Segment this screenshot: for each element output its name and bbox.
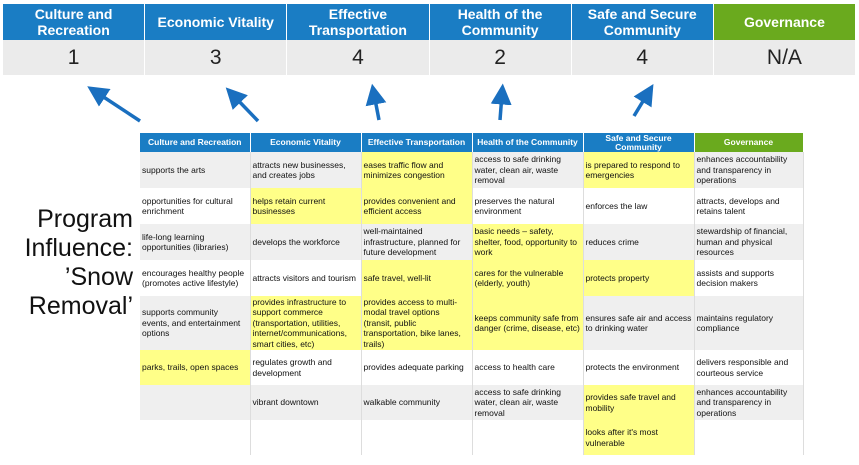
table-cell: reduces crime: [583, 224, 695, 260]
table-cell: helps retain current businesses: [250, 188, 362, 224]
table-cell: looks after it's most vulnerable: [583, 420, 695, 455]
table-row: supports community events, and entertain…: [140, 296, 804, 350]
program-influence-label: Program Influence: ’Snow Removal’: [0, 205, 133, 321]
table-cell: access to health care: [472, 350, 584, 385]
arrow-icon: [632, 84, 654, 117]
table-cell: preserves the natural environment: [472, 188, 584, 224]
table-cell: [140, 420, 251, 455]
arrow-icon: [490, 83, 512, 121]
table-cell: provides safe travel and mobility: [583, 385, 695, 420]
label-line: Removal’: [28, 292, 133, 320]
col-header: Effective Transportation: [361, 133, 473, 152]
table-cell: [361, 420, 473, 455]
summary-header-transportation: Effective Transportation: [287, 4, 430, 40]
summary-value-transportation: 4: [287, 40, 430, 75]
score-summary: Culture and Recreation Economic Vitality…: [3, 4, 856, 75]
table-row: life-long learning opportunities (librar…: [140, 224, 804, 260]
summary-value-economic: 3: [145, 40, 288, 75]
table-cell: provides adequate parking: [361, 350, 473, 385]
table-cell: provides convenient and efficient access: [361, 188, 473, 224]
summary-value-health: 2: [429, 40, 572, 75]
table-cell: assists and supports decision makers: [694, 260, 804, 296]
table-cell: protects property: [583, 260, 695, 296]
table-row: supports the arts attracts new businesses…: [140, 152, 804, 188]
summary-value-governance: N/A: [713, 40, 856, 75]
table-cell: well-maintained infrastructure, planned …: [361, 224, 473, 260]
table-cell: protects the environment: [583, 350, 695, 385]
table-cell: delivers responsible and courteous servi…: [694, 350, 804, 385]
table-cell: enhances accountability and transparency…: [694, 152, 804, 188]
summary-header-governance: Governance: [713, 4, 856, 40]
table-cell: parks, trails, open spaces: [140, 350, 251, 385]
summary-header-safe: Safe and Secure Community: [571, 4, 714, 40]
table-cell: is prepared to respond to emergencies: [583, 152, 695, 188]
table-cell: attracts visitors and tourism: [250, 260, 362, 296]
summary-header-health: Health of the Community: [429, 4, 572, 40]
table-row: opportunities for cultural enrichment hel…: [140, 188, 804, 224]
table-cell: ensures safe air and access to drinking …: [583, 296, 695, 350]
table-cell: basic needs – safety, shelter, food, opp…: [472, 224, 584, 260]
table-cell: attracts, develops and retains talent: [694, 188, 804, 224]
table-row: encourages healthy people (promotes acti…: [140, 260, 804, 296]
table-cell: develops the workforce: [250, 224, 362, 260]
table-cell: provides infrastructure to support comme…: [250, 296, 362, 350]
table-cell: [694, 420, 804, 455]
table-cell: enforces the law: [583, 188, 695, 224]
table-cell: encourages healthy people (promotes acti…: [140, 260, 251, 296]
table-cell: keeps community safe from danger (crime,…: [472, 296, 584, 350]
table-cell: supports community events, and entertain…: [140, 296, 251, 350]
influence-table: Culture and Recreation Economic Vitality…: [140, 133, 804, 455]
table-cell: attracts new businesses, and creates job…: [250, 152, 362, 188]
arrow-icon: [225, 87, 260, 123]
arrow-icon: [365, 83, 387, 121]
col-header: Governance: [694, 133, 804, 152]
table-cell: vibrant downtown: [250, 385, 362, 420]
table-cell: safe travel, well-lit: [361, 260, 473, 296]
table-cell: life-long learning opportunities (librar…: [140, 224, 251, 260]
col-header: Health of the Community: [472, 133, 584, 152]
table-row: looks after it's most vulnerable: [140, 420, 804, 455]
summary-value-culture: 1: [3, 40, 146, 75]
table-cell: walkable community: [361, 385, 473, 420]
table-cell: eases traffic flow and minimizes congest…: [361, 152, 473, 188]
col-header: Culture and Recreation: [140, 133, 251, 152]
summary-header-culture: Culture and Recreation: [3, 4, 146, 40]
table-cell: [472, 420, 584, 455]
arrows: [87, 83, 654, 123]
table-cell: stewardship of financial, human and phys…: [694, 224, 804, 260]
arrow-icon: [87, 86, 141, 123]
label-line: ’Snow: [64, 263, 133, 291]
table-cell: cares for the vulnerable (elderly, youth…: [472, 260, 584, 296]
table-cell: [250, 420, 362, 455]
table-row: parks, trails, open spaces regulates grow…: [140, 350, 804, 385]
table-cell: provides access to multi-modal travel op…: [361, 296, 473, 350]
table-row: vibrant downtown walkable community access…: [140, 385, 804, 420]
table-cell: regulates growth and development: [250, 350, 362, 385]
table-cell: [140, 385, 251, 420]
label-line: Influence:: [24, 234, 133, 262]
summary-value-safe: 4: [571, 40, 714, 75]
table-cell: supports the arts: [140, 152, 251, 188]
table-cell: access to safe drinking water, clean air…: [472, 385, 584, 420]
label-line: Program: [37, 205, 133, 233]
col-header: Economic Vitality: [250, 133, 362, 152]
table-cell: access to safe drinking water, clean air…: [472, 152, 584, 188]
table-cell: enhances accountability and transparency…: [694, 385, 804, 420]
col-header: Safe and Secure Community: [583, 133, 695, 152]
summary-header-economic: Economic Vitality: [145, 4, 288, 40]
table-cell: opportunities for cultural enrichment: [140, 188, 251, 224]
table-cell: maintains regulatory compliance: [694, 296, 804, 350]
